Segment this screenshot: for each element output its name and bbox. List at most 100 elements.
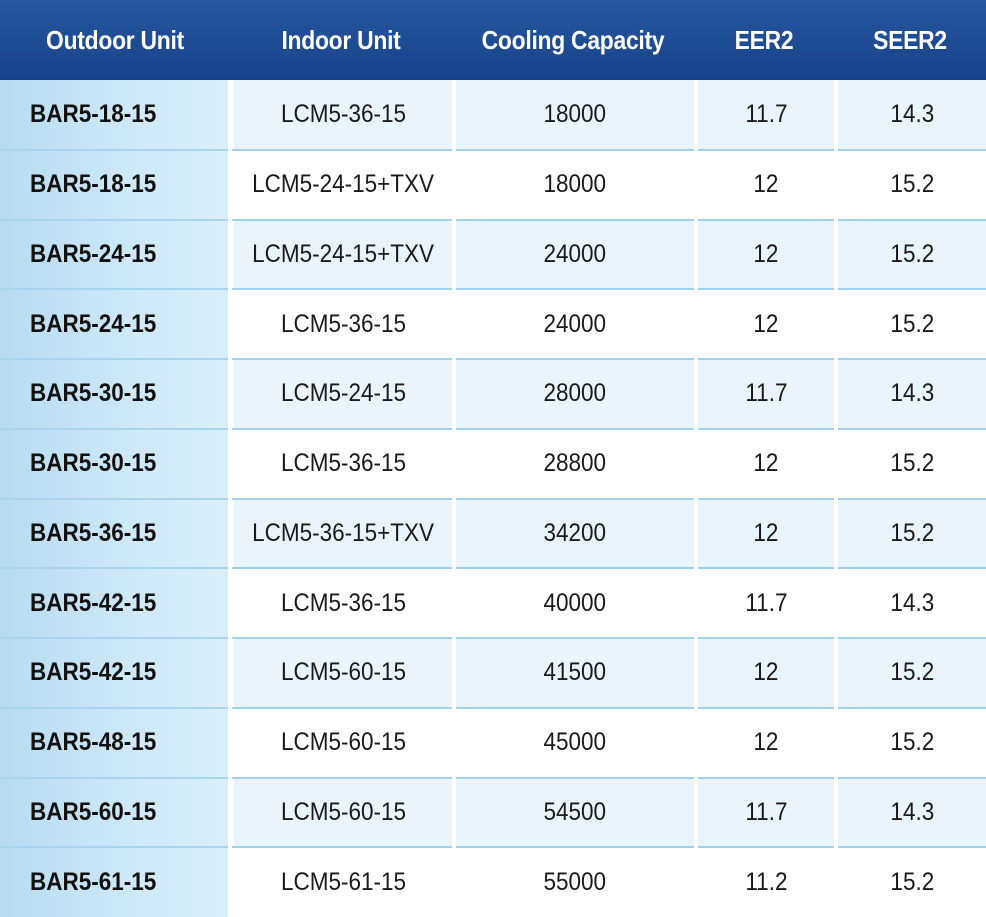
cell-eer2: 12 xyxy=(698,289,834,359)
header-seer2: SEER2 xyxy=(873,24,947,55)
cell-outdoor-unit-text: BAR5-48-15 xyxy=(30,728,157,757)
cell-cooling-capacity-text: 41500 xyxy=(543,658,607,687)
cell-seer2-text: 15.2 xyxy=(890,518,934,547)
row-separator xyxy=(228,358,986,360)
row-separator xyxy=(0,637,228,639)
row-separator xyxy=(0,148,228,151)
table-header: Outdoor Unit Indoor Unit Cooling Capacit… xyxy=(0,0,986,80)
cell-seer2-text: 14.3 xyxy=(890,588,934,617)
table-row: BAR5-24-15 LCM5-36-15 24000 12 15.2 xyxy=(0,289,986,359)
cell-cooling-capacity: 40000 xyxy=(456,568,694,638)
cell-outdoor-unit: BAR5-61-15 xyxy=(0,847,230,917)
cell-cooling-capacity-text: 40000 xyxy=(543,588,607,617)
cell-indoor-unit: LCM5-36-15 xyxy=(234,428,452,499)
row-separator xyxy=(0,218,228,221)
cell-seer2: 14.3 xyxy=(838,359,986,429)
row-separator xyxy=(228,497,986,500)
cell-seer2: 15.2 xyxy=(838,289,986,359)
table-row: BAR5-42-15 LCM5-36-15 40000 11.7 14.3 xyxy=(0,568,986,638)
table-row: BAR5-30-15 LCM5-24-15 28000 11.7 14.3 xyxy=(0,359,986,429)
column-separator xyxy=(228,80,232,917)
cell-eer2-text: 12 xyxy=(753,518,779,547)
column-separator xyxy=(834,80,838,917)
row-separator xyxy=(0,358,228,360)
table-body: BAR5-18-15 LCM5-36-15 18000 11.7 14.3 BAR5-18… xyxy=(0,80,986,917)
table-row: BAR5-60-15 LCM5-60-15 54500 11.7 14.3 xyxy=(0,777,986,848)
cell-cooling-capacity: 28000 xyxy=(456,359,694,429)
cell-indoor-unit: LCM5-36-15 xyxy=(234,289,452,359)
row-separator xyxy=(0,427,228,430)
cell-indoor-unit-text: LCM5-36-15+TXV xyxy=(252,518,434,547)
cell-indoor-unit: LCM5-36-15 xyxy=(234,568,452,638)
cell-cooling-capacity: 18000 xyxy=(456,149,694,220)
cell-indoor-unit: LCM5-36-15 xyxy=(234,80,452,150)
cell-indoor-unit: LCM5-61-15 xyxy=(234,847,452,917)
cell-outdoor-unit: BAR5-18-15 xyxy=(0,80,230,150)
cell-indoor-unit: LCM5-60-15 xyxy=(234,707,452,778)
cell-seer2-text: 15.2 xyxy=(890,867,934,896)
header-indoor-unit: Indoor Unit xyxy=(281,24,401,55)
cell-indoor-unit: LCM5-24-15+TXV xyxy=(234,219,452,290)
cell-indoor-unit-text: LCM5-24-15+TXV xyxy=(252,239,434,268)
cell-outdoor-unit: BAR5-42-15 xyxy=(0,638,230,708)
cell-seer2-text: 15.2 xyxy=(890,170,934,199)
cell-indoor-unit-text: LCM5-24-15 xyxy=(280,379,406,408)
cell-seer2: 15.2 xyxy=(838,638,986,708)
row-separator xyxy=(228,637,986,639)
cell-indoor-unit-text: LCM5-36-15 xyxy=(280,100,406,129)
cell-outdoor-unit: BAR5-42-15 xyxy=(0,568,230,638)
cell-eer2: 12 xyxy=(698,149,834,220)
cell-outdoor-unit: BAR5-48-15 xyxy=(0,708,230,778)
cell-cooling-capacity: 18000 xyxy=(456,80,694,150)
cell-outdoor-unit: BAR5-24-15 xyxy=(0,289,230,359)
cell-eer2: 12 xyxy=(698,219,834,290)
table-row: BAR5-61-15 LCM5-61-15 55000 11.2 15.2 xyxy=(0,847,986,917)
cell-cooling-capacity-text: 28800 xyxy=(543,449,607,478)
row-separator xyxy=(228,776,986,779)
cell-seer2-text: 14.3 xyxy=(890,379,934,408)
cell-seer2: 15.2 xyxy=(838,847,986,917)
table-row: BAR5-42-15 LCM5-60-15 41500 12 15.2 xyxy=(0,638,986,708)
column-separator xyxy=(452,80,456,917)
cell-cooling-capacity-text: 28000 xyxy=(543,379,607,408)
cell-cooling-capacity-text: 18000 xyxy=(543,170,607,199)
cell-cooling-capacity-text: 24000 xyxy=(543,309,607,338)
cell-seer2: 15.2 xyxy=(838,219,986,290)
column-separator xyxy=(694,80,698,917)
cell-eer2: 11.7 xyxy=(698,80,834,150)
cell-seer2: 14.3 xyxy=(838,568,986,638)
row-separator xyxy=(0,288,228,291)
cell-eer2-text: 12 xyxy=(753,449,779,478)
cell-eer2-text: 11.7 xyxy=(744,379,788,408)
row-separator xyxy=(228,218,986,221)
cell-indoor-unit-text: LCM5-60-15 xyxy=(280,728,406,757)
cell-eer2: 11.7 xyxy=(698,568,834,638)
cell-seer2-text: 15.2 xyxy=(890,658,934,687)
cell-cooling-capacity: 28800 xyxy=(456,428,694,499)
cell-cooling-capacity: 41500 xyxy=(456,638,694,708)
row-separator xyxy=(0,846,228,849)
header-eer2: EER2 xyxy=(734,24,794,55)
cell-outdoor-unit-text: BAR5-42-15 xyxy=(30,658,157,687)
cell-indoor-unit: LCM5-60-15 xyxy=(234,777,452,848)
table-row: BAR5-30-15 LCM5-36-15 28800 12 15.2 xyxy=(0,428,986,499)
cell-eer2-text: 12 xyxy=(753,239,779,268)
cell-cooling-capacity: 55000 xyxy=(456,847,694,917)
cell-seer2-text: 15.2 xyxy=(890,239,934,268)
cell-seer2: 15.2 xyxy=(838,498,986,569)
cell-seer2-text: 15.2 xyxy=(890,449,934,478)
cell-eer2: 12 xyxy=(698,638,834,708)
cell-outdoor-unit: BAR5-36-15 xyxy=(0,499,230,569)
cell-cooling-capacity: 24000 xyxy=(456,219,694,290)
cell-cooling-capacity: 24000 xyxy=(456,289,694,359)
cell-outdoor-unit: BAR5-30-15 xyxy=(0,359,230,429)
row-separator xyxy=(228,427,986,430)
cell-seer2-text: 14.3 xyxy=(890,100,934,129)
cell-cooling-capacity: 34200 xyxy=(456,498,694,569)
cell-cooling-capacity-text: 18000 xyxy=(543,100,607,129)
cell-eer2-text: 12 xyxy=(753,728,779,757)
cell-cooling-capacity-text: 55000 xyxy=(543,867,607,896)
cell-outdoor-unit-text: BAR5-30-15 xyxy=(30,449,157,478)
table-row: BAR5-48-15 LCM5-60-15 45000 12 15.2 xyxy=(0,707,986,778)
cell-eer2-text: 12 xyxy=(753,658,779,687)
